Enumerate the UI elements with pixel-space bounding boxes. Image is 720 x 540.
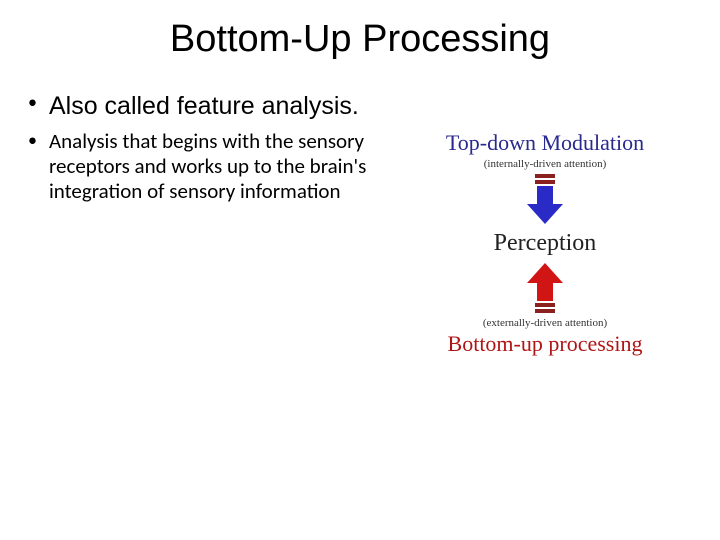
diagram-bottom-label: Bottom-up processing: [395, 331, 695, 357]
diagram-top-sublabel: (internally-driven attention): [395, 158, 695, 170]
bullet-text: Also called feature analysis.: [49, 91, 359, 121]
diagram-top-label: Top-down Modulation: [395, 130, 695, 156]
bullet-dot-icon: •: [28, 91, 37, 121]
page-title: Bottom-Up Processing: [0, 0, 720, 61]
diagram-bottom-sublabel: (externally-driven attention): [395, 317, 695, 329]
bullet-item: • Also called feature analysis.: [28, 91, 368, 121]
arrow-up-icon: [519, 263, 571, 313]
bullet-item: • Analysis that begins with the sensory …: [28, 129, 368, 205]
bullet-list: • Also called feature analysis. • Analys…: [28, 91, 368, 213]
arrow-down-icon: [519, 174, 571, 224]
perception-diagram: Top-down Modulation (internally-driven a…: [395, 130, 695, 357]
diagram-center-label: Perception: [395, 230, 695, 257]
bullet-dot-icon: •: [28, 129, 37, 205]
bullet-text: Analysis that begins with the sensory re…: [49, 129, 368, 205]
